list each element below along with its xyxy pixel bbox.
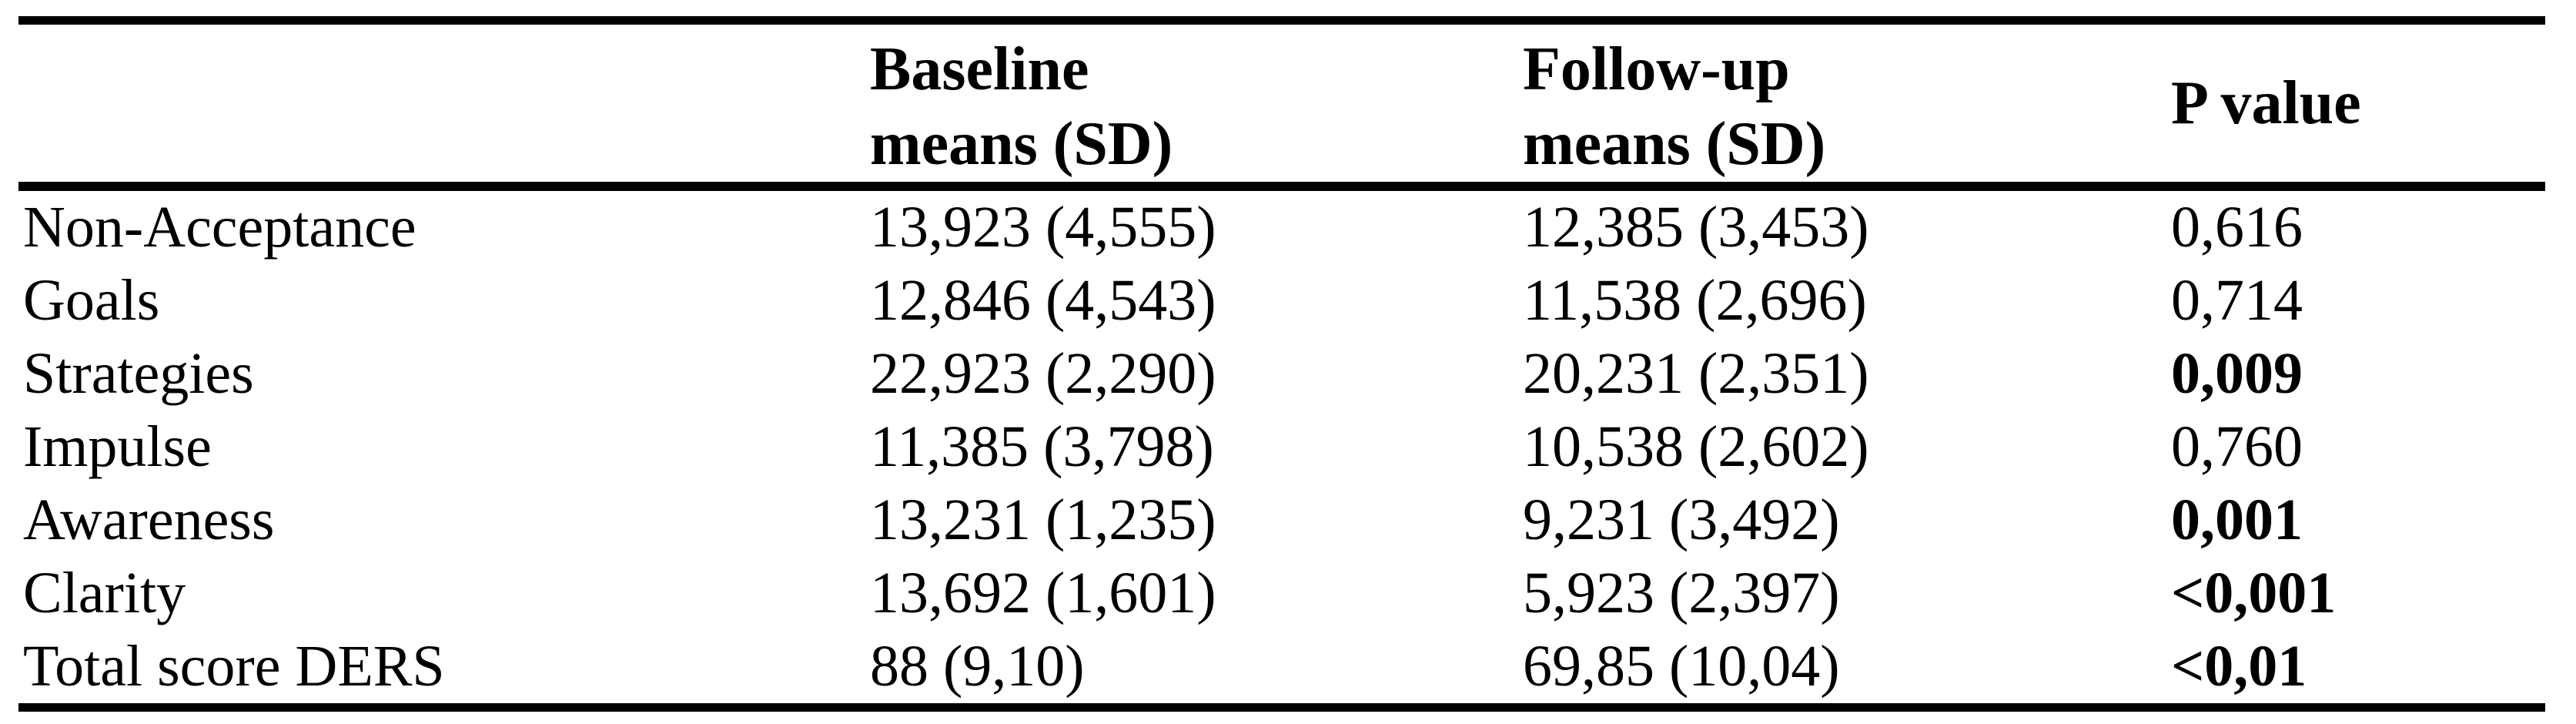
baseline-mean-cell: 13,923 (4,555)	[870, 195, 1216, 260]
followup-mean-cell: 10,538 (2,602)	[1523, 414, 1869, 479]
row-label-cell: Clarity	[23, 561, 186, 625]
column-header-p-value: P value	[2171, 69, 2361, 137]
baseline-mean-cell: 88 (9,10)	[870, 634, 1085, 699]
row-label-cell: Goals	[23, 268, 160, 333]
followup-mean-cell: 5,923 (2,397)	[1523, 561, 1840, 625]
followup-mean-cell: 20,231 (2,351)	[1523, 341, 1869, 406]
column-header-baseline-means: Baseline means (SD)	[870, 35, 1173, 178]
row-label-cell: Awareness	[23, 488, 275, 552]
followup-mean-cell: 11,538 (2,696)	[1523, 268, 1867, 333]
table-header-row: Baseline means (SD) Follow-up means (SD)…	[18, 25, 2545, 182]
table-header-separator-rule	[18, 182, 2545, 191]
table-top-rule	[18, 16, 2545, 25]
p-value-cell: 0,616	[2171, 195, 2303, 260]
followup-mean-cell: 9,231 (3,492)	[1523, 488, 1840, 552]
p-value-cell: <0,001	[2171, 561, 2337, 625]
column-header-followup-means: Follow-up means (SD)	[1523, 35, 1826, 178]
table-bottom-rule	[18, 703, 2545, 712]
results-table: Baseline means (SD) Follow-up means (SD)…	[18, 16, 2545, 712]
baseline-mean-cell: 13,692 (1,601)	[870, 561, 1216, 625]
column-header-variable	[18, 25, 870, 182]
table-row: Goals 12,846 (4,543) 11,538 (2,696) 0,71…	[18, 264, 2545, 337]
table-row: Impulse 11,385 (3,798) 10,538 (2,602) 0,…	[18, 411, 2545, 484]
baseline-mean-cell: 12,846 (4,543)	[870, 268, 1216, 333]
row-label-cell: Non-Acceptance	[23, 195, 417, 260]
table-body: Non-Acceptance 13,923 (4,555) 12,385 (3,…	[18, 191, 2545, 703]
p-value-cell: <0,01	[2171, 634, 2307, 699]
followup-mean-cell: 69,85 (10,04)	[1523, 634, 1840, 699]
p-value-cell: 0,760	[2171, 414, 2303, 479]
table-row: Strategies 22,923 (2,290) 20,231 (2,351)…	[18, 337, 2545, 411]
table-row: Total score DERS 88 (9,10) 69,85 (10,04)…	[18, 630, 2545, 703]
row-label-cell: Total score DERS	[23, 634, 445, 699]
baseline-mean-cell: 11,385 (3,798)	[870, 414, 1214, 479]
table-row: Awareness 13,231 (1,235) 9,231 (3,492) 0…	[18, 484, 2545, 557]
table-row: Non-Acceptance 13,923 (4,555) 12,385 (3,…	[18, 191, 2545, 264]
row-label-cell: Impulse	[23, 414, 212, 479]
table-row: Clarity 13,692 (1,601) 5,923 (2,397) <0,…	[18, 557, 2545, 630]
p-value-cell: 0,009	[2171, 341, 2303, 406]
baseline-mean-cell: 22,923 (2,290)	[870, 341, 1216, 406]
baseline-mean-cell: 13,231 (1,235)	[870, 488, 1216, 552]
row-label-cell: Strategies	[23, 341, 254, 406]
p-value-cell: 0,001	[2171, 488, 2303, 552]
p-value-cell: 0,714	[2171, 268, 2303, 333]
followup-mean-cell: 12,385 (3,453)	[1523, 195, 1869, 260]
